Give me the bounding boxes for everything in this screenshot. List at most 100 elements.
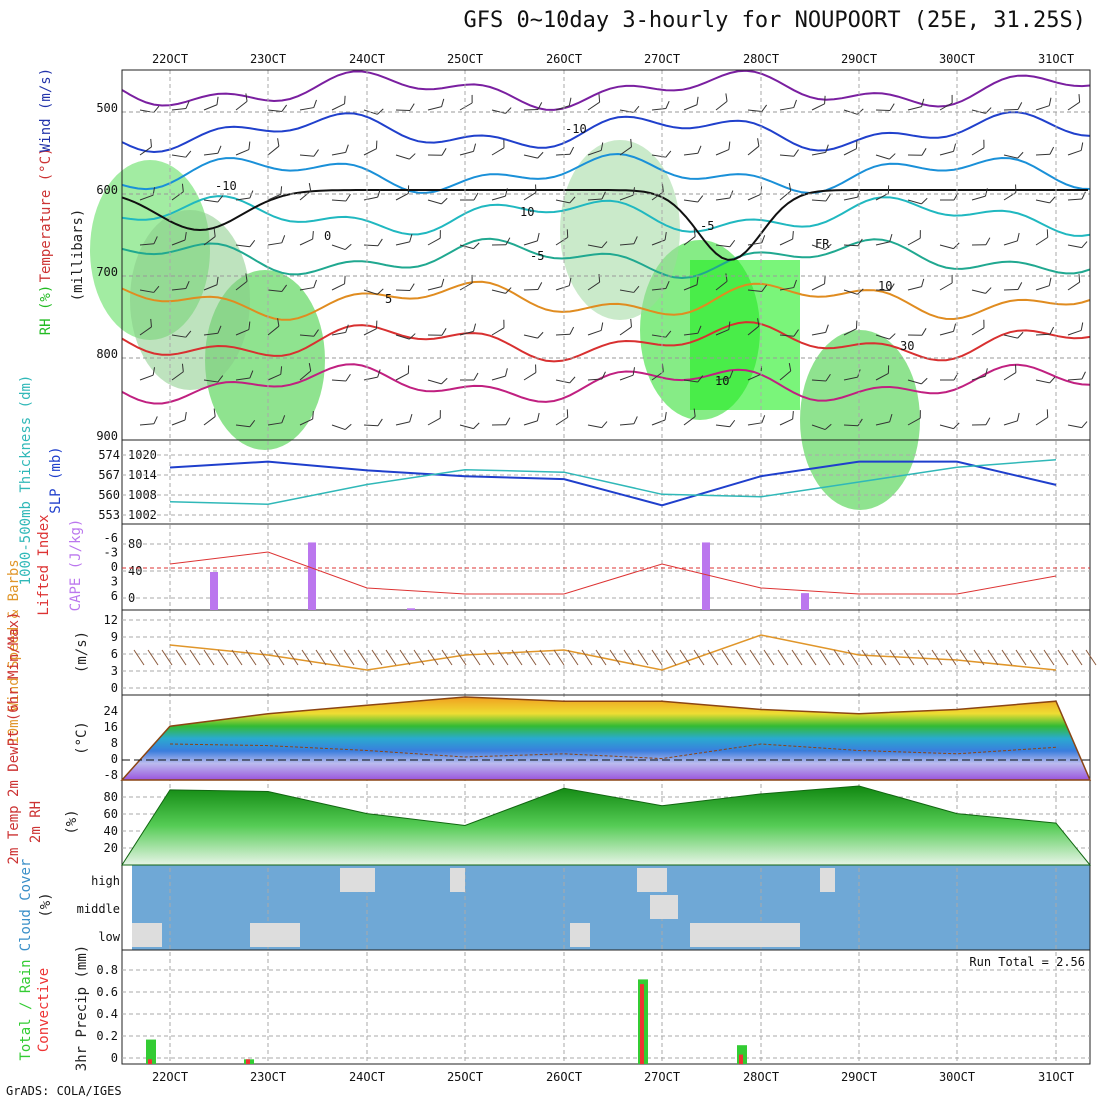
wind-barb-staff: [907, 379, 922, 385]
wind-barb-feather: [761, 235, 766, 243]
wind-barb-staff: [587, 329, 602, 336]
wind-barb: [683, 195, 704, 203]
wind-barb: [460, 192, 479, 201]
wind-barb-feather: [536, 232, 540, 242]
cloud-block: [340, 868, 375, 892]
wind-barb-feather: [697, 195, 704, 203]
wind-barb-feather: [665, 100, 670, 109]
wind-barb-staff: [1067, 149, 1082, 156]
wind-barb: [299, 362, 312, 381]
wind-barb-staff: [203, 379, 218, 383]
wind-barb-staff: [715, 244, 730, 248]
wind-barb-feather: [537, 331, 544, 339]
wind-barb-staff: [427, 417, 441, 426]
wind-barb-staff: [203, 332, 218, 336]
surface-wind-barb: [399, 649, 411, 666]
wind-barb: [235, 321, 251, 336]
wind-barb-feather: [1049, 376, 1056, 384]
wind-barb-staff: [907, 417, 921, 426]
wind-barb-feather: [409, 233, 413, 242]
wind-barb: [1067, 322, 1084, 336]
wind-barb-staff: [235, 100, 248, 111]
surface-wind-barb: [987, 649, 999, 666]
wind-barb-feather: [693, 228, 696, 237]
surface-wind-barb: [707, 649, 719, 666]
wind-barb-staff: [779, 154, 794, 157]
wind-barb-staff: [811, 424, 826, 431]
wind-barb-staff: [779, 238, 793, 246]
wind-barb-staff: [939, 150, 954, 156]
wind-barb-feather: [344, 243, 352, 250]
wind-barb: [427, 197, 448, 205]
wind-barb-staff: [1067, 329, 1082, 336]
surface-wind-barb: [245, 649, 257, 666]
precip-tick: 0.8: [96, 963, 118, 977]
wind-barb: [171, 183, 184, 201]
wind-barb: [299, 231, 314, 246]
wind-barb: [715, 239, 736, 248]
wind-barb: [267, 284, 288, 292]
day-label-top: 28OCT: [743, 52, 779, 66]
lifted-tick: -3: [104, 546, 118, 560]
wind-barb-feather: [696, 96, 699, 105]
wind-barb-feather: [788, 362, 792, 372]
wind-barb-feather: [665, 280, 670, 289]
rh-tick: 80: [104, 790, 118, 804]
wind-barb-feather: [217, 325, 222, 334]
wind-barb-staff: [1067, 378, 1083, 381]
wind-barb: [651, 150, 672, 158]
wind-barb-staff: [491, 195, 506, 201]
wind-barb: [779, 279, 797, 291]
surface-wind-barb: [651, 649, 663, 666]
wind-barb-feather: [1017, 151, 1024, 159]
surface-wind-barb: [189, 649, 201, 666]
surface-wind-barb: [315, 649, 327, 666]
wind-barb-staff: [811, 379, 827, 382]
wind-barb-staff: [203, 152, 218, 156]
wind-barb: [1035, 277, 1052, 291]
wind-barb: [907, 410, 921, 426]
wind-barb-staff: [843, 328, 857, 336]
wind-barb-staff: [139, 326, 152, 336]
wind-barb: [1067, 142, 1084, 156]
wind-barb-feather: [985, 237, 991, 245]
wind-barb-feather: [953, 422, 960, 429]
wind-barb: [619, 367, 636, 381]
surface-wind-barb: [833, 649, 845, 666]
wind-barb-staff: [715, 100, 728, 111]
surface-wind-barb: [259, 649, 271, 666]
wind-barb: [747, 318, 760, 336]
wind-barb-feather: [503, 139, 505, 148]
surface-wind-barb: [959, 649, 971, 666]
wind-barb: [427, 328, 447, 336]
wind-barb-feather: [697, 325, 702, 334]
wind-barb: [587, 371, 606, 381]
wind-barb-staff: [555, 285, 570, 291]
wind-barb: [459, 242, 480, 250]
wind-barb-feather: [984, 368, 988, 377]
wind-barb-feather: [249, 239, 256, 248]
surface-wind-barb: [385, 649, 397, 666]
wind-barb-feather: [857, 189, 861, 198]
cloud-unit: (%): [38, 892, 54, 917]
thickness-tick: 574: [98, 448, 120, 462]
surface-wind-barb: [595, 649, 607, 666]
wind-barb: [811, 324, 829, 336]
dewpoint-line: [169, 743, 1057, 760]
wind-barb-staff: [331, 151, 346, 156]
wind-barb: [1035, 376, 1056, 384]
wind-barb-feather: [825, 373, 831, 382]
wind-barb-staff: [683, 284, 698, 291]
wind-barb: [267, 318, 280, 336]
wind-barb: [299, 149, 319, 157]
wind-barb-staff: [203, 284, 218, 291]
wind-barb-feather: [855, 140, 858, 149]
surface-wind-barb: [1001, 649, 1013, 666]
wind-barb-staff: [331, 103, 345, 111]
wind-barb: [171, 100, 190, 111]
wind-barb: [523, 412, 540, 426]
wind-barb-feather: [601, 241, 608, 248]
wind-barb-staff: [843, 376, 858, 381]
wind-barb: [619, 285, 640, 293]
wind-barb-feather: [281, 284, 288, 292]
